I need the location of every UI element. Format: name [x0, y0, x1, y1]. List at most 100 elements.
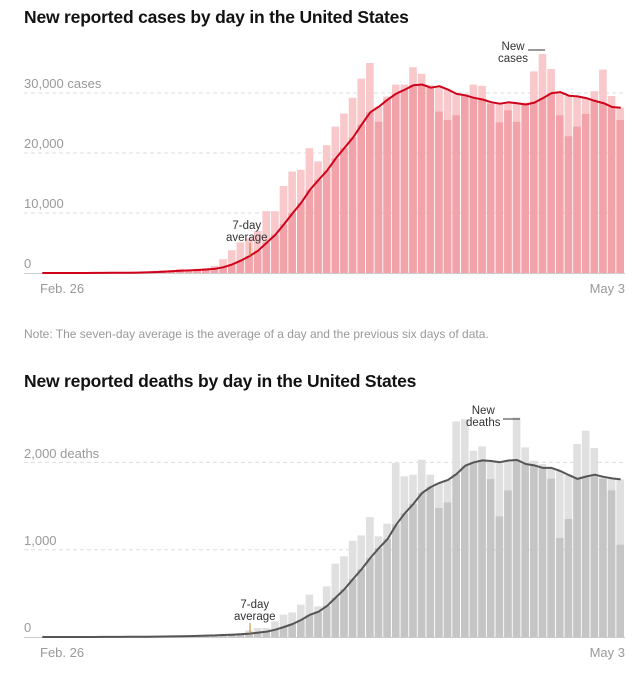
bar	[607, 490, 616, 637]
bar	[555, 115, 564, 273]
bar	[245, 633, 253, 637]
bar	[573, 126, 581, 273]
bar	[469, 97, 478, 273]
bar	[227, 634, 236, 637]
bar	[391, 93, 400, 273]
bar	[253, 250, 262, 273]
bar-light	[279, 614, 288, 637]
bar	[279, 224, 288, 273]
bar	[417, 84, 426, 273]
bar	[340, 148, 348, 273]
bar	[279, 626, 288, 637]
bar	[616, 544, 624, 637]
bar	[504, 490, 512, 637]
bar	[443, 502, 452, 637]
bar	[357, 124, 366, 273]
bar	[400, 513, 409, 637]
deaths-y-tick-2000: 2,000 deaths	[24, 446, 100, 461]
bar	[478, 460, 486, 637]
bar	[417, 493, 426, 637]
bar	[555, 538, 564, 637]
bar	[374, 121, 383, 273]
bar	[460, 95, 469, 273]
bar	[271, 234, 279, 273]
bar	[486, 479, 495, 637]
bar	[400, 89, 409, 273]
bar	[391, 524, 400, 637]
bar	[331, 597, 340, 637]
deaths-bars-annotation: New deaths	[466, 405, 501, 429]
bar	[426, 486, 435, 637]
bar	[288, 213, 296, 273]
bar	[262, 242, 271, 273]
cases-x-start-label: Feb. 26	[40, 281, 85, 296]
bar	[271, 629, 279, 637]
cases-chart	[24, 49, 625, 274]
bar	[340, 589, 348, 637]
deaths-y-tick-1000: 1,000	[24, 533, 57, 548]
bar	[210, 268, 219, 273]
deaths-chart-title: New reported deaths by day in the United…	[24, 371, 417, 391]
bar	[547, 93, 555, 273]
bar	[547, 478, 555, 637]
bar	[305, 614, 314, 637]
bar	[443, 120, 452, 273]
bar	[374, 547, 383, 637]
bar	[426, 87, 435, 273]
bar	[357, 569, 366, 637]
bar	[512, 459, 521, 637]
bar	[383, 99, 391, 273]
bar	[176, 270, 184, 273]
cases-chart-title: New reported cases by day in the United …	[24, 7, 409, 27]
bar	[486, 103, 495, 273]
bar	[469, 462, 478, 637]
deaths-y-tick-0: 0	[24, 620, 32, 635]
bar	[305, 189, 314, 273]
bar	[245, 256, 253, 273]
cases-y-tick-10000: 10,000	[24, 196, 64, 211]
bar	[616, 120, 624, 273]
bar	[262, 631, 271, 637]
bar	[599, 103, 607, 273]
bar	[607, 106, 616, 273]
bar	[504, 110, 512, 274]
bar	[452, 473, 460, 637]
bar	[331, 158, 340, 273]
bar	[296, 202, 305, 273]
bar	[184, 270, 193, 273]
bar	[564, 519, 573, 637]
deaths-x-start-label: Feb. 26	[40, 645, 85, 660]
deaths-average-annotation: 7-day average	[234, 599, 276, 623]
bar	[530, 465, 538, 637]
chart-note: Note: The seven-day average is the avera…	[24, 327, 489, 341]
bar	[521, 104, 530, 273]
bar	[383, 539, 391, 637]
bar	[573, 478, 581, 637]
cases-average-annotation: 7-day average	[226, 220, 268, 244]
bar	[478, 99, 486, 273]
bar	[193, 269, 202, 273]
bar	[435, 508, 443, 637]
bar	[564, 136, 573, 273]
bar	[538, 98, 547, 273]
bar	[409, 503, 417, 637]
bar-light	[219, 259, 227, 273]
cases-y-tick-0: 0	[24, 256, 32, 271]
bar	[521, 463, 530, 637]
bar	[538, 467, 547, 637]
bar	[366, 557, 374, 637]
bar	[322, 170, 331, 273]
bar	[460, 465, 469, 637]
bar	[495, 122, 504, 274]
cases-bars-annotation: New cases	[498, 41, 529, 65]
bar	[599, 478, 607, 637]
bar	[530, 102, 538, 273]
bar	[236, 260, 245, 273]
bar	[495, 516, 504, 637]
bar	[202, 269, 210, 273]
bar	[253, 632, 262, 637]
bar	[590, 100, 599, 273]
bar	[314, 179, 322, 273]
cases-y-tick-30000: 30,000 cases	[24, 76, 102, 91]
